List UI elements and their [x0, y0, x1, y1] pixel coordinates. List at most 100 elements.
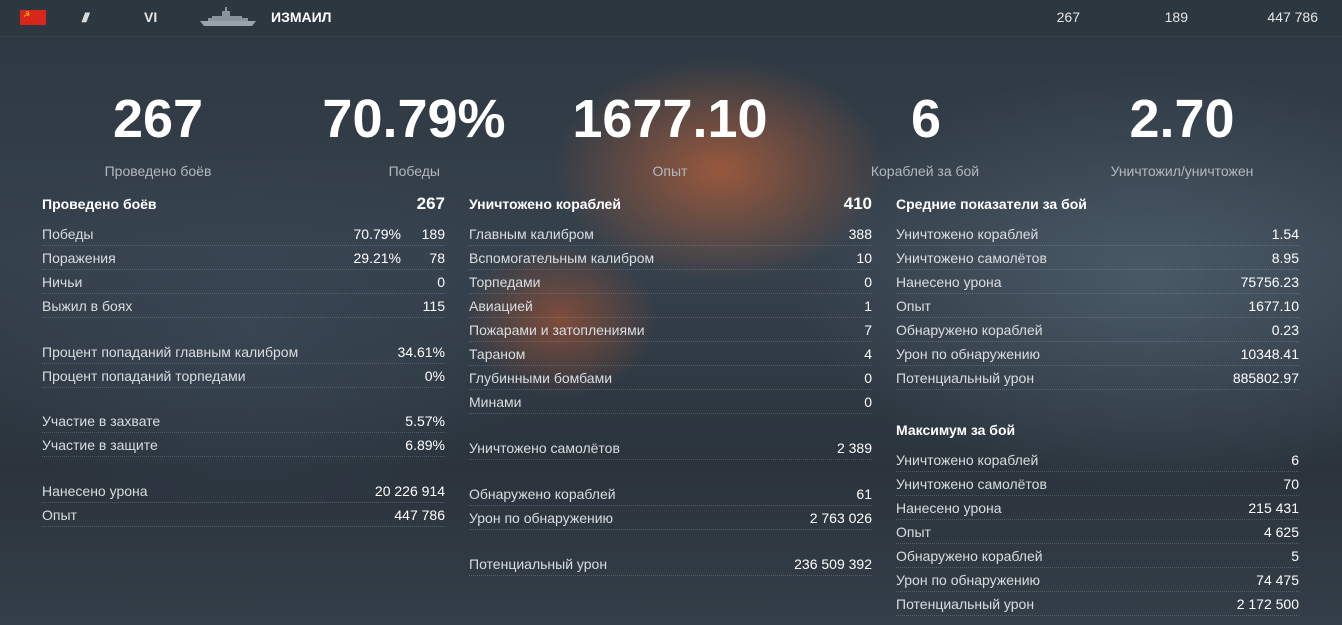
stat-label: Выжил в боях: [42, 298, 133, 314]
ship-row[interactable]: ☭ /// VI ИЗМАИЛ 267 189 447 786: [0, 0, 1342, 37]
summary-wins: 70.79%: [314, 90, 514, 148]
stat-label: Победы: [42, 226, 94, 242]
stat-label: Поражения: [42, 250, 116, 266]
avg-row-planes-destroyed: Уничтожено самолётов 8.95: [896, 246, 1299, 270]
stat-value: 4: [864, 346, 872, 362]
kills-column: Уничтожено кораблей 410 Главным калибром…: [469, 192, 872, 576]
stat-row-kills-mines: Минами 0: [469, 390, 872, 414]
stat-value: 1.54: [1271, 226, 1299, 242]
stat-row-experience: Опыт 447 786: [42, 503, 445, 527]
max-row-potential-damage: Потенциальный урон 2 172 500: [896, 592, 1299, 616]
summary-ships-per-battle-label: Кораблей за бой: [870, 163, 980, 179]
stat-label: Вспомогательным калибром: [469, 250, 655, 266]
stat-value: 61: [856, 486, 872, 502]
avg-row-potential-damage: Потенциальный урон 885802.97: [896, 366, 1299, 390]
stat-value: 6.89%: [405, 437, 445, 453]
ship-wins-count: 189: [1164, 9, 1188, 25]
stat-row-ships-spotted: Обнаружено кораблей 61: [469, 482, 872, 506]
battles-column: Проведено боёв 267 Победы 70.79% 189 Пор…: [42, 192, 445, 527]
stat-label: Глубинными бомбами: [469, 370, 613, 386]
stat-value: 70: [1283, 476, 1299, 492]
stat-row-draws: Ничьи 0: [42, 270, 445, 294]
stat-row-potential-damage: Потенциальный урон 236 509 392: [469, 552, 872, 576]
stat-value: 75756.23: [1240, 274, 1299, 290]
stat-label: Пожарами и затоплениями: [469, 322, 645, 338]
stat-label: Авиацией: [469, 298, 533, 314]
stat-row-kills-secondary: Вспомогательным калибром 10: [469, 246, 872, 270]
battles-header: Проведено боёв 267: [42, 192, 445, 222]
avg-row-ships-destroyed: Уничтожено кораблей 1.54: [896, 222, 1299, 246]
max-row-ships-spotted: Обнаружено кораблей 5: [896, 544, 1299, 568]
stat-row-main-battery-accuracy: Процент попаданий главным калибром 34.61…: [42, 340, 445, 364]
stat-row-planes-destroyed: Уничтожено самолётов 2 389: [469, 436, 872, 460]
stat-value: 20 226 914: [374, 483, 445, 499]
stat-label: Урон по обнаружению: [896, 572, 1041, 588]
stat-label: Процент попаданий торпедами: [42, 368, 246, 384]
stat-row-damage: Нанесено урона 20 226 914: [42, 479, 445, 503]
summary-battles-label: Проведено боёв: [104, 163, 212, 179]
stat-label: Обнаружено кораблей: [896, 322, 1043, 338]
stat-row-kills-main-battery: Главным калибром 388: [469, 222, 872, 246]
stat-row-kills-depth-charges: Глубинными бомбами 0: [469, 366, 872, 390]
stat-value: 1: [864, 298, 872, 314]
stat-label: Опыт: [42, 507, 77, 523]
max-row-damage: Нанесено урона 215 431: [896, 496, 1299, 520]
avg-row-spotting-damage: Урон по обнаружению 10348.41: [896, 342, 1299, 366]
stat-label: Участие в защите: [42, 437, 158, 453]
stat-value: 0: [864, 274, 872, 290]
stat-label: Нанесено урона: [896, 274, 1002, 290]
stat-value: 4 625: [1263, 524, 1299, 540]
stat-label: Процент попаданий главным калибром: [42, 344, 299, 360]
stat-label: Потенциальный урон: [896, 596, 1035, 612]
stat-value: 1677.10: [1248, 298, 1299, 314]
stat-value: 7: [864, 322, 872, 338]
stat-row-kills-ramming: Тараном 4: [469, 342, 872, 366]
stat-value: 0%: [424, 368, 445, 384]
kills-header-label: Уничтожено кораблей: [469, 196, 621, 212]
averages-header: Средние показатели за бой: [896, 192, 1299, 222]
summary-wins-value: 70.79%: [322, 89, 506, 149]
stat-label: Уничтожено самолётов: [469, 440, 620, 456]
stat-label: Торпедами: [469, 274, 541, 290]
avg-row-damage: Нанесено урона 75756.23: [896, 270, 1299, 294]
stat-row-survived: Выжил в боях 115: [42, 294, 445, 318]
stat-value: 885802.97: [1232, 370, 1299, 386]
stat-label: Потенциальный урон: [469, 556, 608, 572]
summary-xp: 1677.10: [560, 90, 780, 148]
stat-label: Нанесено урона: [896, 500, 1002, 516]
stat-percent: 29.21%: [353, 250, 401, 266]
stat-label: Урон по обнаружению: [896, 346, 1041, 362]
stat-row-wins: Победы 70.79% 189: [42, 222, 445, 246]
stat-value: 236 509 392: [794, 556, 872, 572]
stat-value: 447 786: [394, 507, 445, 523]
stat-value: 0: [864, 394, 872, 410]
stat-value: 5.57%: [405, 413, 445, 429]
summary-ships-per-battle: 6: [876, 90, 976, 148]
summary-xp-label: Опыт: [652, 163, 688, 179]
stat-row-kills-fire-flooding: Пожарами и затоплениями 7: [469, 318, 872, 342]
stat-label: Потенциальный урон: [896, 370, 1035, 386]
stat-percent: 70.79%: [353, 226, 401, 242]
ship-silhouette-icon: [200, 7, 256, 26]
stat-value: 0: [864, 370, 872, 386]
ship-battles-count: 267: [1056, 9, 1080, 25]
max-row-experience: Опыт 4 625: [896, 520, 1299, 544]
summary-wins-label: Победы: [388, 163, 440, 179]
summary-ships-per-battle-value: 6: [910, 89, 942, 149]
avg-row-ships-spotted: Обнаружено кораблей 0.23: [896, 318, 1299, 342]
stat-value: 388: [848, 226, 872, 242]
stat-value: 215 431: [1248, 500, 1299, 516]
max-row-spotting-damage: Урон по обнаружению 74 475: [896, 568, 1299, 592]
stat-label: Тараном: [469, 346, 526, 362]
max-header: Максимум за бой: [896, 418, 1299, 448]
battles-header-label: Проведено боёв: [42, 196, 157, 212]
stat-row-kills-torpedoes: Торпедами 0: [469, 270, 872, 294]
battles-header-value: 267: [416, 194, 445, 213]
ship-name: ИЗМАИЛ: [271, 9, 332, 25]
summary-kd-label: Уничтожил/уничтожен: [1110, 163, 1254, 179]
stat-value: 189: [421, 226, 445, 242]
max-row-ships-destroyed: Уничтожено кораблей 6: [896, 448, 1299, 472]
stat-row-defense: Участие в защите 6.89%: [42, 433, 445, 457]
stat-value: 34.61%: [397, 344, 445, 360]
kills-header-value: 410: [843, 194, 872, 213]
